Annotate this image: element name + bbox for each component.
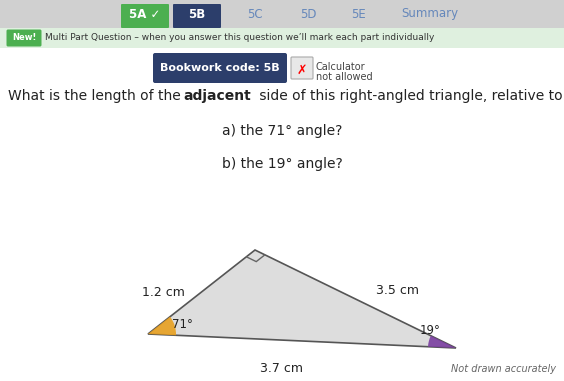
Text: 1.2 cm: 1.2 cm bbox=[142, 285, 185, 298]
FancyBboxPatch shape bbox=[291, 57, 313, 79]
Text: ✗: ✗ bbox=[297, 64, 307, 77]
Polygon shape bbox=[148, 250, 456, 348]
Text: Bookwork code: 5B: Bookwork code: 5B bbox=[160, 63, 280, 73]
Text: adjacent: adjacent bbox=[183, 89, 251, 103]
Text: not allowed: not allowed bbox=[316, 72, 373, 82]
Text: Not drawn accurately: Not drawn accurately bbox=[451, 364, 556, 374]
Text: 71°: 71° bbox=[171, 317, 192, 330]
Text: b) the 19° angle?: b) the 19° angle? bbox=[222, 157, 342, 171]
Text: Calculator: Calculator bbox=[316, 62, 365, 72]
Text: 3.7 cm: 3.7 cm bbox=[261, 362, 303, 376]
FancyBboxPatch shape bbox=[7, 29, 42, 46]
Text: 19°: 19° bbox=[420, 323, 440, 336]
Bar bbox=[0, 28, 564, 48]
Text: Summary: Summary bbox=[402, 8, 459, 21]
Bar bbox=[0, 48, 564, 381]
Text: 5A ✓: 5A ✓ bbox=[129, 8, 161, 21]
Wedge shape bbox=[428, 336, 456, 348]
FancyBboxPatch shape bbox=[173, 4, 221, 28]
Text: 5D: 5D bbox=[299, 8, 316, 21]
FancyBboxPatch shape bbox=[121, 4, 169, 28]
Text: 5B: 5B bbox=[188, 8, 206, 21]
Text: a) the 71° angle?: a) the 71° angle? bbox=[222, 124, 342, 138]
Text: 5E: 5E bbox=[351, 8, 365, 21]
Text: 3.5 cm: 3.5 cm bbox=[376, 285, 419, 298]
Bar bbox=[0, 0, 564, 28]
Text: What is the length of the: What is the length of the bbox=[8, 89, 185, 103]
FancyBboxPatch shape bbox=[153, 53, 287, 83]
Text: New!: New! bbox=[12, 34, 36, 43]
Text: side of this right-angled triangle, relative to: side of this right-angled triangle, rela… bbox=[255, 89, 563, 103]
Text: Multi Part Question – when you answer this question we’ll mark each part individ: Multi Part Question – when you answer th… bbox=[45, 34, 434, 43]
Text: 5C: 5C bbox=[247, 8, 263, 21]
Wedge shape bbox=[148, 317, 176, 335]
